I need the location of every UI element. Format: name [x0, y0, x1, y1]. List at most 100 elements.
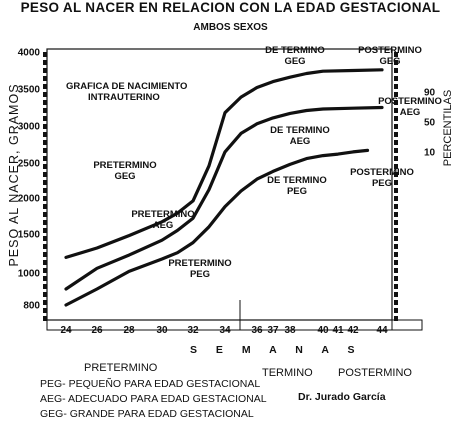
y2-tick-mark: [394, 124, 398, 129]
y2-tick-mark: [394, 236, 398, 241]
y-tick-mark: [43, 284, 47, 289]
svg-text:PEG: PEG: [190, 269, 210, 280]
y-tick-mark: [43, 172, 47, 177]
svg-text:AEG: AEG: [400, 107, 421, 118]
y2-tick-mark: [394, 140, 398, 145]
author-credit: Dr. Jurado García: [298, 391, 386, 403]
y2-tick-mark: [394, 276, 398, 281]
section-postermino: POSTERMINO: [338, 367, 412, 379]
y2-tick-mark: [394, 92, 398, 97]
chart-subtitle: AMBOS SEXOS: [193, 22, 268, 33]
y2-tick-mark: [394, 148, 398, 153]
y2-tick-label: 10: [424, 148, 436, 159]
y2-tick-mark: [394, 284, 398, 289]
y2-tick-mark: [394, 244, 398, 249]
y2-tick-mark: [394, 212, 398, 217]
x-axis-label: S E M A N A S: [190, 344, 363, 356]
y-tick-mark: [43, 252, 47, 257]
y-tick-mark: [43, 60, 47, 65]
y-tick-label: 800: [23, 301, 40, 312]
y-tick-mark: [43, 276, 47, 281]
svg-text:DE TERMINO: DE TERMINO: [265, 45, 325, 56]
y2-tick-mark: [394, 220, 398, 225]
y-tick-mark: [43, 132, 47, 137]
legend-peg: PEG- PEQUEÑO PARA EDAD GESTACIONAL: [40, 378, 261, 390]
y2-tick-mark: [394, 108, 398, 113]
y2-tick-label: 50: [424, 118, 436, 129]
y2-tick-mark: [394, 188, 398, 193]
y-tick-label: 1000: [18, 269, 41, 280]
y-tick-mark: [43, 116, 47, 121]
y-tick-mark: [43, 108, 47, 113]
y2-tick-mark: [394, 228, 398, 233]
x-tick-label: 34: [219, 325, 231, 336]
section-termino: TERMINO: [262, 367, 313, 379]
x-tick-label: 36: [251, 325, 263, 336]
y2-tick-mark: [394, 196, 398, 201]
y2-tick-mark: [394, 180, 398, 185]
svg-text:AEG: AEG: [153, 220, 174, 231]
x-tick-strip: [46, 319, 423, 331]
x-tick-label: 37: [267, 325, 279, 336]
y-tick-mark: [43, 228, 47, 233]
y-tick-mark: [43, 156, 47, 161]
x-tick-label: 30: [156, 325, 168, 336]
legend-geg: GEG- GRANDE PARA EDAD GESTACIONAL: [40, 408, 254, 420]
y-tick-mark: [43, 212, 47, 217]
y-tick-mark: [43, 316, 47, 321]
y-tick-mark: [43, 52, 47, 57]
y2-tick-mark: [394, 204, 398, 209]
y-tick-mark: [43, 180, 47, 185]
svg-text:AEG: AEG: [290, 136, 311, 147]
y-tick-mark: [43, 92, 47, 97]
svg-text:PEG: PEG: [372, 178, 392, 189]
svg-text:GEG: GEG: [114, 171, 135, 182]
y2-tick-mark: [394, 156, 398, 161]
y2-tick-mark: [394, 132, 398, 137]
svg-text:GEG: GEG: [379, 56, 400, 67]
percentile-curve-90: [64, 68, 384, 259]
y2-tick-mark: [394, 308, 398, 313]
y-tick-mark: [43, 164, 47, 169]
percentile-curve-10: [64, 148, 370, 307]
y-tick-mark: [43, 308, 47, 313]
y-tick-mark: [43, 292, 47, 297]
svg-text:POSTERMINO: POSTERMINO: [358, 45, 422, 56]
x-tick-label: 38: [284, 325, 296, 336]
y-tick-mark: [43, 100, 47, 105]
y2-tick-mark: [394, 260, 398, 265]
y-tick-label: 2500: [18, 159, 41, 170]
svg-text:DE TERMINO: DE TERMINO: [270, 125, 330, 136]
svg-text:INTRAUTERINO: INTRAUTERINO: [88, 92, 160, 103]
svg-text:PRETERMINO: PRETERMINO: [168, 258, 231, 269]
svg-text:POSTERMINO: POSTERMINO: [378, 96, 442, 107]
y2-tick-mark: [394, 84, 398, 89]
svg-text:DE TERMINO: DE TERMINO: [267, 175, 327, 186]
x-tick-label: 26: [91, 325, 103, 336]
y2-tick-mark: [394, 68, 398, 73]
y2-tick-mark: [394, 268, 398, 273]
y2-tick-mark: [394, 316, 398, 321]
y-tick-mark: [43, 300, 47, 305]
x-tick-label: 44: [376, 325, 388, 336]
y-tick-label: 2000: [18, 194, 41, 205]
x-tick-label: 42: [347, 325, 359, 336]
svg-text:PRETERMINO: PRETERMINO: [93, 160, 156, 171]
y-tick-mark: [43, 244, 47, 249]
y2-tick-mark: [394, 300, 398, 305]
svg-text:PRETERMINO: PRETERMINO: [131, 209, 194, 220]
y-tick-label: 3000: [18, 122, 41, 133]
x-tick-label: 41: [332, 325, 344, 336]
y-tick-mark: [43, 260, 47, 265]
percentile-curve-50: [64, 105, 384, 291]
